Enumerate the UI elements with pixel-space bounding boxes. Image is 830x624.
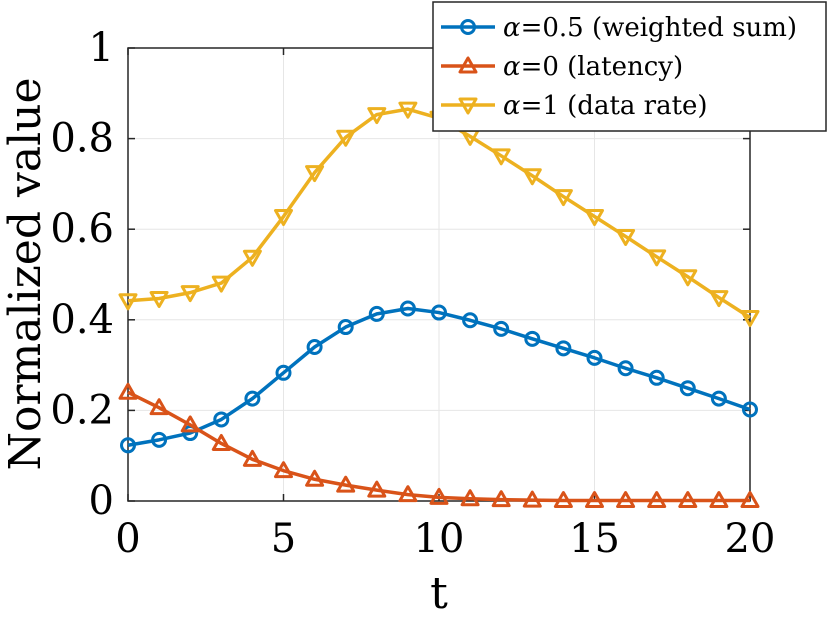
data-point: [648, 369, 665, 386]
legend-symbol: α: [503, 91, 521, 121]
data-point: [460, 489, 480, 507]
data-point: [585, 209, 604, 227]
data-point: [616, 228, 636, 246]
data-point: [180, 415, 200, 433]
legend-marker: [460, 19, 476, 35]
data-point: [336, 475, 356, 493]
y-tick-label: 0: [89, 478, 114, 524]
data-point: [710, 390, 727, 407]
series-1: [118, 382, 760, 509]
y-tick-label: 1: [89, 25, 114, 71]
data-point: [709, 491, 729, 509]
data-point: [398, 485, 418, 503]
legend-text: =1 (data rate): [521, 91, 708, 121]
data-point: [211, 433, 231, 451]
data-point: [275, 364, 292, 381]
legend-symbol: α: [503, 13, 521, 43]
legend-text: =0.5 (weighted sum): [521, 13, 798, 43]
series-layer: [118, 101, 760, 509]
legend-item-2: α=1 (data rate): [441, 91, 708, 121]
data-point: [151, 431, 168, 448]
x-tick-label: 10: [414, 516, 465, 562]
data-point: [118, 293, 138, 311]
x-tick-label: 15: [569, 516, 620, 562]
legend-item-1: α=0 (latency): [441, 52, 683, 82]
data-point: [742, 401, 758, 418]
data-point: [399, 300, 416, 317]
data-point: [337, 319, 354, 336]
legend-marker: [458, 97, 478, 115]
y-tick-label: 0.8: [50, 116, 114, 162]
x-tick-label: 5: [271, 516, 296, 562]
legend-item-0: α=0.5 (weighted sum): [441, 13, 797, 43]
data-point: [522, 490, 542, 508]
data-point: [118, 382, 138, 400]
data-point: [491, 148, 511, 166]
legend-label: α=1 (data rate): [503, 91, 708, 121]
data-point: [740, 310, 760, 328]
legend-marker: [458, 56, 478, 74]
data-point: [491, 490, 511, 508]
data-point: [242, 249, 262, 267]
data-point: [149, 398, 169, 416]
data-point: [398, 101, 418, 119]
legend-symbol: α: [503, 52, 521, 82]
data-point: [709, 290, 729, 308]
data-point: [678, 491, 698, 509]
data-point: [305, 165, 325, 183]
data-point: [585, 491, 604, 509]
series-line: [127, 306, 751, 448]
data-point: [553, 491, 573, 509]
data-point: [180, 285, 200, 303]
data-point: [274, 209, 293, 227]
data-point: [149, 291, 169, 309]
y-tick-label: 0.2: [50, 387, 114, 433]
data-point: [368, 305, 385, 322]
data-point: [493, 320, 510, 337]
data-point: [586, 349, 603, 366]
legend-label: α=0 (latency): [503, 52, 683, 82]
data-point: [462, 312, 479, 329]
data-point: [555, 340, 572, 357]
data-point: [431, 304, 447, 321]
y-tick-label: 0.4: [50, 297, 114, 343]
tick-labels: 0 5 10 15 20 0 0.2 0.4 0.6 0.8 1: [50, 25, 775, 562]
y-tick-label: 0.6: [50, 206, 114, 252]
data-point: [429, 487, 449, 505]
data-point: [678, 269, 698, 287]
legend-text: =0 (latency): [521, 52, 684, 82]
legend-box: [432, 1, 827, 132]
legend-label: α=0.5 (weighted sum): [503, 13, 797, 43]
data-point: [305, 469, 325, 487]
data-point: [367, 480, 387, 498]
data-point: [553, 189, 573, 207]
data-point: [274, 461, 293, 479]
y-axis-label: Normalized value: [0, 77, 51, 470]
legend: α=0.5 (weighted sum)α=0 (latency)α=1 (da…: [432, 1, 827, 132]
data-point: [524, 330, 541, 347]
data-point: [616, 491, 636, 509]
x-axis-label: t: [430, 568, 448, 619]
data-point: [647, 249, 667, 267]
data-point: [306, 338, 323, 355]
data-point: [740, 491, 760, 509]
data-point: [244, 390, 261, 407]
x-tick-label: 20: [725, 516, 776, 562]
data-point: [336, 129, 356, 147]
data-point: [213, 411, 230, 428]
data-point: [211, 275, 231, 293]
series-line: [127, 390, 750, 503]
data-point: [679, 380, 696, 397]
data-point: [647, 491, 667, 509]
x-tick-label: 0: [115, 516, 140, 562]
data-point: [617, 360, 634, 377]
data-point: [120, 437, 136, 454]
data-point: [522, 168, 542, 186]
data-point: [367, 107, 387, 125]
data-point: [242, 449, 262, 467]
